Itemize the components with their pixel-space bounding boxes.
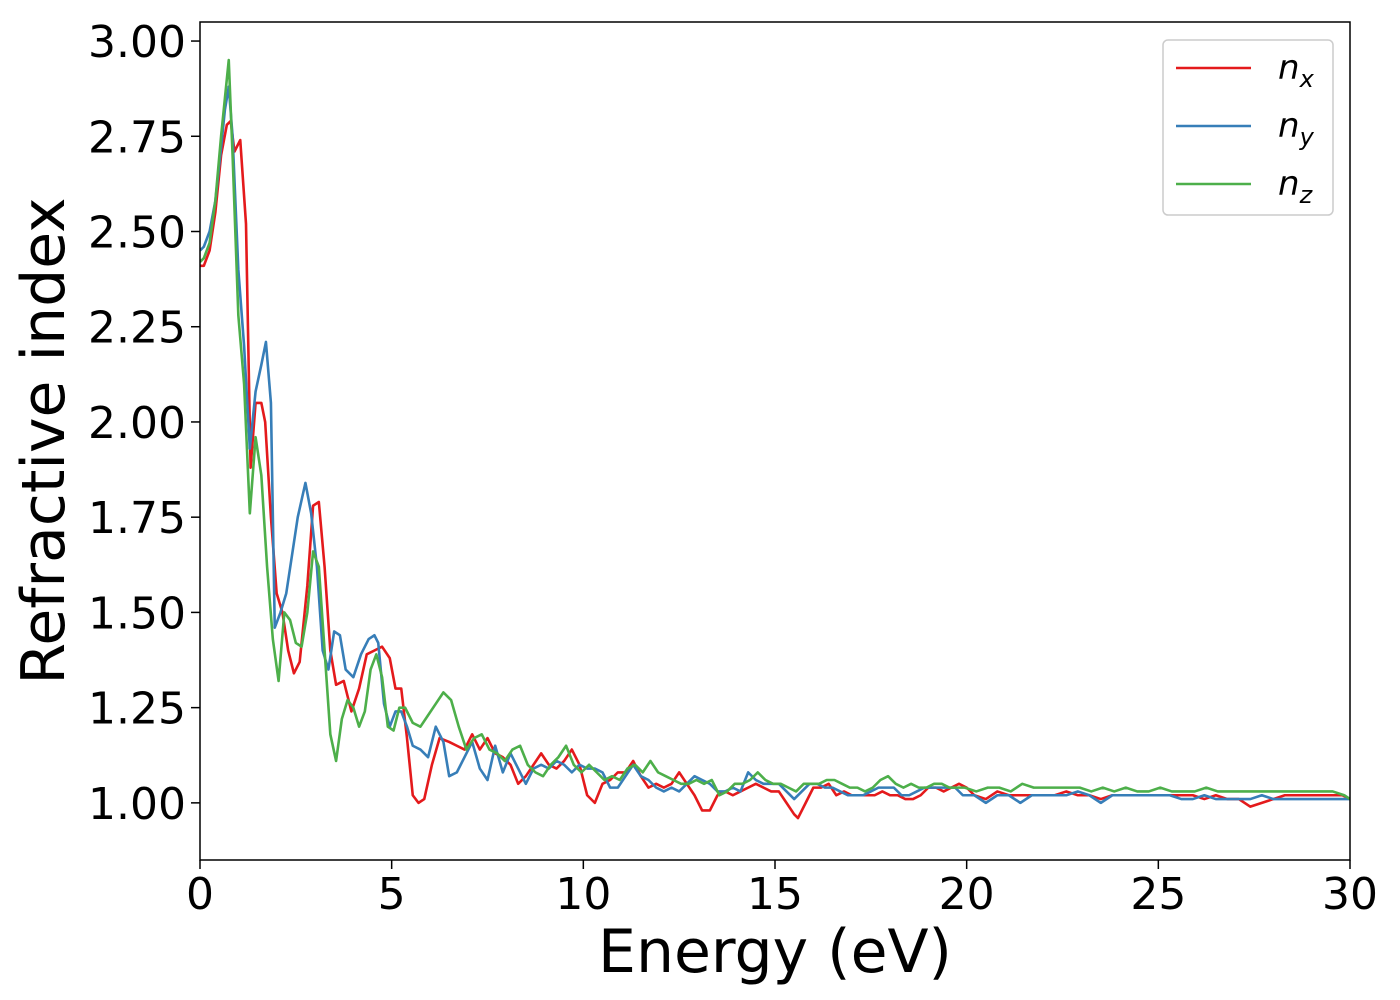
y-axis-label: Refractive index bbox=[9, 197, 79, 684]
legend: nx ny nz bbox=[1162, 39, 1334, 216]
x-axis-label: Energy (eV) bbox=[598, 917, 952, 987]
series-line-n-z bbox=[200, 58, 1350, 801]
legend-label-n-x: nx bbox=[1278, 48, 1315, 93]
x-tick-label: 30 bbox=[1322, 869, 1378, 920]
series-line-n-x bbox=[200, 119, 1350, 820]
legend-label-n-y: ny bbox=[1278, 106, 1315, 151]
y-tick-label: 2.50 bbox=[88, 208, 186, 259]
x-tick-label: 20 bbox=[939, 869, 995, 920]
y-tick-label: 1.00 bbox=[88, 779, 186, 830]
y-tick-label: 1.75 bbox=[88, 493, 186, 544]
series-line-n-y bbox=[200, 85, 1350, 805]
legend-box bbox=[1162, 39, 1334, 216]
x-tick-label: 15 bbox=[747, 869, 803, 920]
series-layer bbox=[200, 58, 1350, 820]
y-axis-ticks: 1.00 1.25 1.50 1.75 2.00 2.25 2.50 2.75 3.00 bbox=[88, 17, 200, 830]
y-tick-label: 2.00 bbox=[88, 398, 186, 449]
y-tick-label: 1.50 bbox=[88, 588, 186, 639]
x-tick-label: 5 bbox=[378, 869, 406, 920]
x-tick-label: 25 bbox=[1130, 869, 1186, 920]
x-tick-label: 10 bbox=[555, 869, 611, 920]
y-tick-label: 2.75 bbox=[88, 112, 186, 163]
x-tick-label: 0 bbox=[186, 869, 214, 920]
y-tick-label: 1.25 bbox=[88, 684, 186, 735]
y-tick-label: 3.00 bbox=[88, 17, 186, 68]
legend-label-n-z: nz bbox=[1278, 164, 1314, 209]
y-tick-label: 2.25 bbox=[88, 303, 186, 354]
x-axis-ticks: 0 5 10 15 20 25 30 bbox=[186, 860, 1378, 920]
